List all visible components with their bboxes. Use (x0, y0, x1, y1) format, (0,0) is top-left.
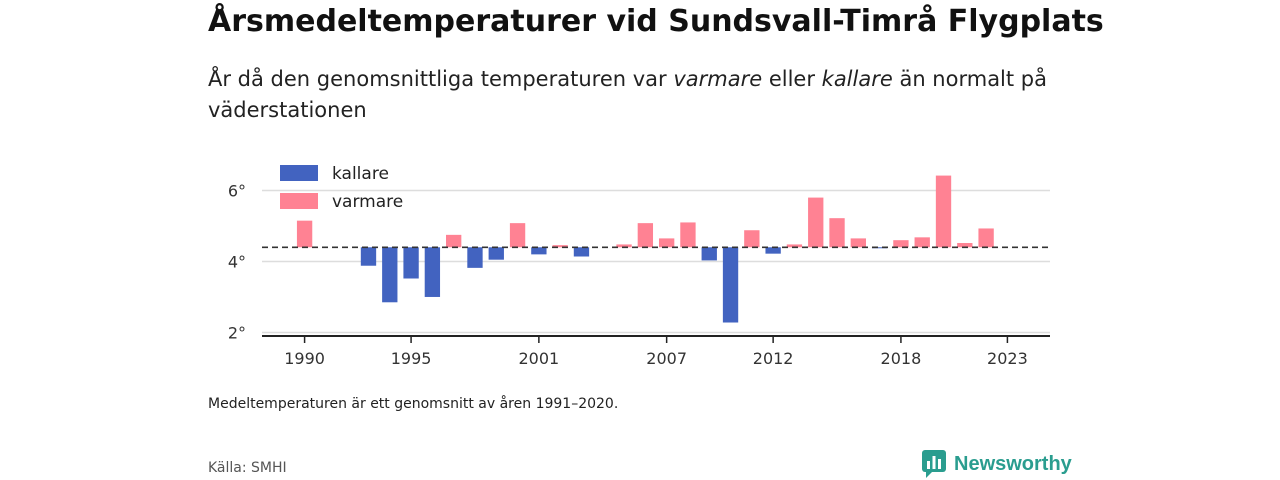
x-tick-label: 2012 (753, 349, 794, 368)
bar-2018 (893, 240, 909, 248)
bar-2007 (658, 238, 675, 248)
bar-2009 (701, 247, 717, 261)
chart-note: Medeltemperaturen är ett genomsnitt av å… (208, 396, 619, 412)
bar-2001 (531, 247, 547, 255)
chart-title: Årsmedeltemperaturer vid Sundsvall-Timrå… (208, 4, 1104, 39)
subtitle-cold: kallare (821, 67, 893, 91)
bar-2008 (680, 222, 696, 248)
legend-label-colder: kallare (332, 164, 389, 184)
bar-1990 (296, 220, 313, 248)
bar-chart: 2° 4° 6° 1990 1995 2001 2007 2012 2018 2023 kallar… (228, 164, 1050, 368)
bar-2002 (552, 245, 568, 248)
bar-2000 (509, 223, 526, 248)
subtitle-part: än normalt på väderstationen (208, 67, 1047, 122)
bar-2014 (808, 197, 824, 248)
subtitle-warm: varmare (673, 67, 763, 91)
bar-1999 (488, 247, 504, 260)
chart-subtitle: År då den genomsnittliga temperaturen va… (208, 64, 1068, 126)
bar-2020 (935, 175, 952, 248)
y-tick-label: 2° (228, 323, 246, 342)
subtitle-part: År då den genomsnittliga temperaturen va… (208, 67, 674, 91)
bar-1995 (403, 247, 419, 279)
bar-2005 (616, 244, 632, 248)
x-tick-label: 2001 (519, 349, 560, 368)
subtitle-part: eller (762, 67, 822, 91)
bar-1998 (467, 247, 483, 268)
x-tick-label: 1995 (391, 349, 432, 368)
bar-2011 (744, 230, 760, 248)
bar-2016 (850, 238, 866, 248)
bar-2012 (765, 247, 781, 254)
newsworthy-logo-icon (922, 450, 946, 478)
brand-name: Newsworthy (954, 452, 1072, 475)
bar-2006 (637, 223, 654, 248)
bar-2015 (829, 218, 845, 248)
x-tick-label: 2023 (987, 349, 1028, 368)
brand-logo: Newsworthy (922, 450, 1072, 478)
bar-2010 (722, 247, 739, 323)
bar-2021 (957, 243, 973, 248)
bar-1993 (360, 247, 377, 266)
y-tick-label: 6° (228, 181, 246, 200)
legend-swatch-warmer (280, 193, 318, 209)
x-tick-label: 2007 (646, 349, 687, 368)
y-tick-label: 4° (228, 252, 246, 271)
bar-2019 (914, 237, 930, 248)
legend-swatch-colder (280, 165, 318, 181)
bar-1994 (382, 247, 398, 303)
bar-2003 (573, 247, 590, 257)
bar-1997 (446, 234, 462, 248)
bar-2013 (786, 244, 803, 248)
bar-2017 (871, 247, 888, 249)
legend-label-warmer: varmare (332, 192, 403, 212)
x-tick-label: 1990 (284, 349, 325, 368)
x-tick-label: 2018 (881, 349, 922, 368)
bar-2022 (978, 228, 994, 248)
source-label: Källa: SMHI (208, 460, 287, 476)
bar-1996 (424, 247, 441, 297)
